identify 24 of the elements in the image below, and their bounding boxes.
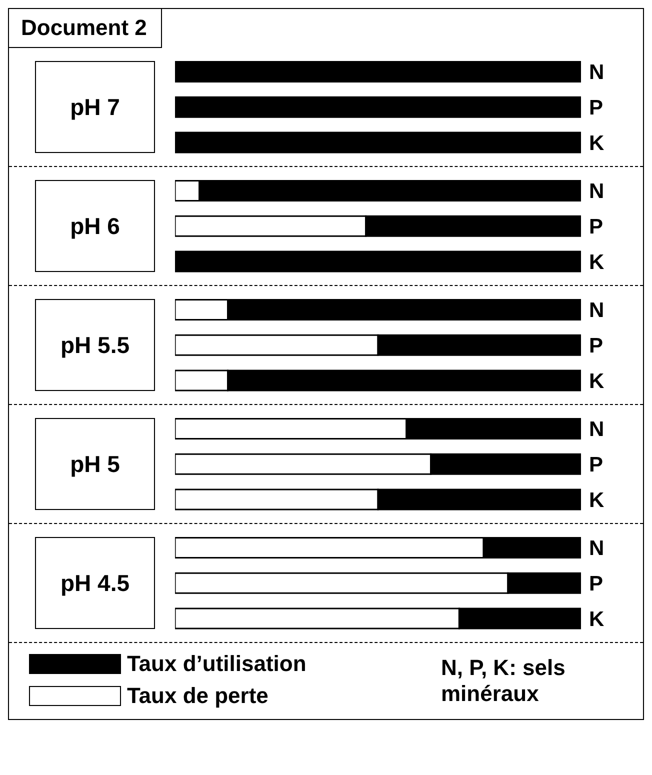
text: pH 6 bbox=[35, 180, 155, 272]
text: N, P, K: sels minéraux bbox=[441, 655, 566, 707]
y-tick-label: K bbox=[589, 608, 604, 631]
y-tick-label: N bbox=[589, 299, 604, 322]
y-tick-label: P bbox=[589, 334, 604, 358]
y-tick-label: K bbox=[589, 132, 604, 155]
y-tick-label: K bbox=[589, 488, 604, 512]
y-tick-label: P bbox=[589, 572, 604, 596]
text: pH 7 bbox=[35, 61, 155, 153]
y-tick-label: N bbox=[589, 61, 604, 84]
text: pH 5 bbox=[35, 418, 155, 510]
legend-label: Taux d’utilisation bbox=[127, 651, 306, 677]
text: pH 4.5 bbox=[35, 537, 155, 629]
y-tick-label: N bbox=[589, 180, 604, 204]
y-tick-label: P bbox=[589, 453, 604, 476]
text: pH 5.5 bbox=[35, 299, 155, 391]
y-tick-label: P bbox=[589, 96, 604, 120]
y-tick-label: P bbox=[589, 215, 604, 238]
y-tick-label: N bbox=[589, 537, 604, 560]
legend-label: Taux de perte bbox=[127, 683, 268, 709]
y-tick-label: N bbox=[589, 418, 604, 442]
text: Document 2 bbox=[9, 9, 162, 48]
y-tick-label: K bbox=[589, 250, 604, 274]
y-tick-label: K bbox=[589, 370, 604, 393]
